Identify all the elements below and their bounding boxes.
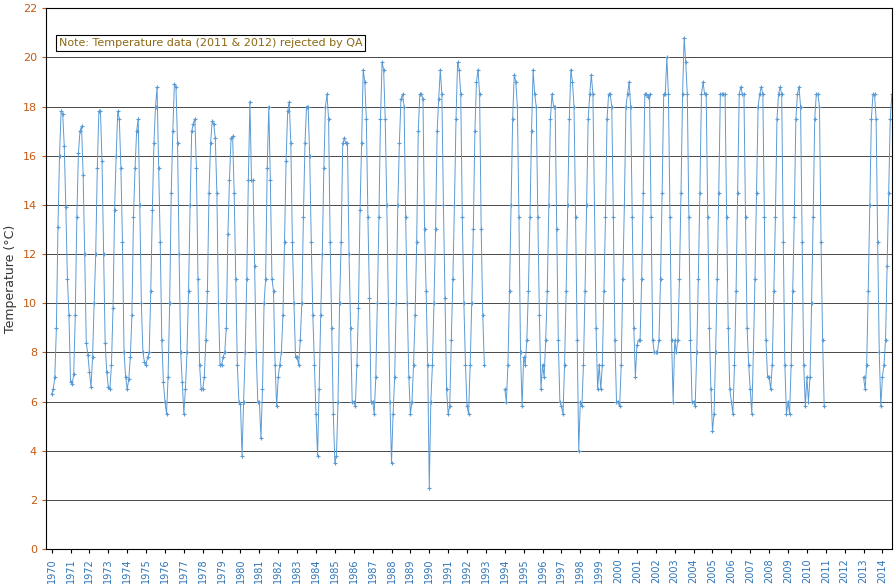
Y-axis label: Temperature (°C): Temperature (°C) <box>4 224 17 333</box>
Text: Note: Temperature data (2011 & 2012) rejected by QA: Note: Temperature data (2011 & 2012) rej… <box>58 38 362 48</box>
